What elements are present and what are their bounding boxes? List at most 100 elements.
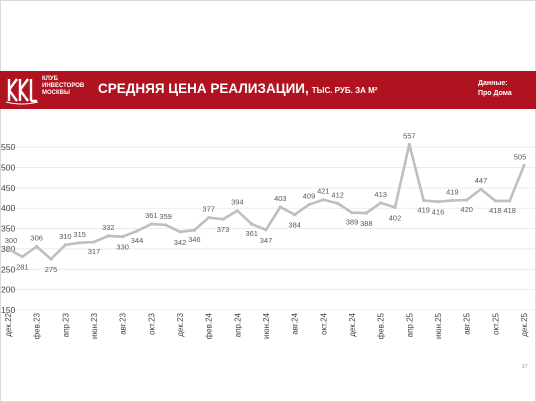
data-point-июн.23 <box>92 240 95 243</box>
logo-line-2: ИНВЕСТОРОВ <box>42 83 82 90</box>
data-point-фев.23 <box>35 245 38 248</box>
x-tick-label-окт.24: окт.24 <box>319 312 328 334</box>
data-label-фев.23: 306 <box>30 233 43 242</box>
data-point-июл.23 <box>107 234 110 237</box>
data-label-янв.23: 281 <box>16 263 29 272</box>
data-label-сен.23: 344 <box>131 236 144 245</box>
x-tick-label-дек.22: дек.22 <box>4 312 13 336</box>
data-label-ноя.25: 418 <box>503 206 516 215</box>
x-tick-label-окт.23: окт.23 <box>147 312 156 334</box>
data-label-авг.24: 384 <box>288 221 301 230</box>
data-label-ноя.23: 359 <box>159 212 172 221</box>
data-label-окт.25: 418 <box>489 206 502 215</box>
data-point-май.23 <box>78 241 81 244</box>
data-point-сен.25 <box>479 188 482 191</box>
data-label-июл.23: 332 <box>102 223 115 232</box>
x-tick-label-дек.25: дек.25 <box>520 312 529 336</box>
data-label-окт.23: 361 <box>145 211 158 220</box>
data-label-май.25: 419 <box>417 206 430 215</box>
logo-line-3: МОСКВЫ <box>42 90 82 97</box>
page-title: СРЕДНЯЯ ЦЕНА РЕАЛИЗАЦИИ, ТЫС. РУБ. ЗА М² <box>98 81 377 96</box>
data-point-дек.25 <box>522 164 525 167</box>
x-tick-label-июн.23: июн.23 <box>90 312 99 339</box>
page-title-unit: ТЫС. РУБ. ЗА М² <box>312 86 378 95</box>
price-line-chart: 150 200 250 300 350 400 450 500 550 дек.22 фев.23 а… <box>0 110 536 360</box>
data-point-дек.23 <box>178 230 181 233</box>
x-tick-label-авг.25: авг.25 <box>463 312 472 334</box>
data-point-май.24 <box>250 223 253 226</box>
data-point-янв.25 <box>365 212 368 215</box>
y-tick-label-500: 500 <box>1 163 15 173</box>
data-point-июл.24 <box>279 205 282 208</box>
data-label-апр.23: 310 <box>59 232 72 241</box>
data-point-июл.25 <box>451 199 454 202</box>
data-point-май.25 <box>422 199 425 202</box>
data-source: Данные: Про Дома <box>478 79 512 99</box>
data-source-name: Про Дома <box>478 89 512 99</box>
data-label-май.23: 315 <box>73 230 86 239</box>
data-point-фев.24 <box>207 216 210 219</box>
data-label-мар.23: 275 <box>45 265 58 274</box>
data-point-июн.25 <box>436 200 439 203</box>
data-label-июл.24: 403 <box>274 194 287 203</box>
x-tick-label-окт.25: окт.25 <box>491 312 500 334</box>
data-point-окт.25 <box>494 199 497 202</box>
data-label-фев.24: 377 <box>202 205 215 214</box>
page-title-main: СРЕДНЯЯ ЦЕНА РЕАЛИЗАЦИИ, <box>98 81 309 96</box>
x-tick-label-фев.23: фев.23 <box>33 312 42 339</box>
data-label-сен.25: 447 <box>475 176 488 185</box>
data-label-май.24: 361 <box>245 229 258 238</box>
data-point-окт.23 <box>150 223 153 226</box>
y-tick-label-250: 250 <box>1 264 15 274</box>
data-point-мар.23 <box>49 258 52 261</box>
data-label-янв.25: 388 <box>360 219 373 228</box>
data-point-мар.24 <box>221 218 224 221</box>
data-label-сен.24: 409 <box>303 192 316 201</box>
x-tick-label-авг.24: авг.24 <box>291 312 300 334</box>
data-label-апр.24: 394 <box>231 198 244 207</box>
data-label-июн.23: 317 <box>88 247 101 256</box>
data-label-мар.25: 402 <box>389 213 402 222</box>
x-tick-label-фев.24: фев.24 <box>205 312 214 339</box>
data-label-дек.22: 300 <box>5 236 18 245</box>
data-label-июл.25: 419 <box>446 188 459 197</box>
x-tick-label-фев.25: фев.25 <box>377 312 386 339</box>
data-point-авг.24 <box>293 213 296 216</box>
data-label-окт.24: 421 <box>317 187 330 196</box>
data-point-дек.24 <box>350 211 353 214</box>
data-point-янв.23 <box>21 255 24 258</box>
data-point-сен.24 <box>307 203 310 206</box>
data-label-июн.24: 347 <box>260 236 273 245</box>
data-point-фев.25 <box>379 201 382 204</box>
logo-line-1: КЛУБ <box>42 76 82 83</box>
data-source-label: Данные: <box>478 79 512 89</box>
data-label-апр.25: 557 <box>403 131 416 140</box>
data-point-окт.24 <box>322 198 325 201</box>
page-number: 17 <box>522 364 528 370</box>
data-point-ноя.25 <box>508 199 511 202</box>
data-point-янв.24 <box>193 229 196 232</box>
x-tick-label-дек.23: дек.23 <box>176 312 185 336</box>
data-point-ноя.23 <box>164 223 167 226</box>
x-tick-label-апр.25: апр.25 <box>405 312 414 337</box>
data-label-мар.24: 373 <box>217 225 230 234</box>
data-point-апр.25 <box>408 143 411 146</box>
data-label-июн.25: 416 <box>432 208 445 217</box>
club-logo-icon <box>4 75 40 105</box>
data-point-мар.25 <box>393 206 396 209</box>
data-label-дек.23: 342 <box>174 238 187 247</box>
x-tick-label-дек.24: дек.24 <box>348 312 357 336</box>
y-tick-label-550: 550 <box>1 142 15 152</box>
data-point-апр.24 <box>236 209 239 212</box>
x-tick-label-июн.25: июн.25 <box>434 312 443 339</box>
y-tick-label-450: 450 <box>1 183 15 193</box>
data-label-ноя.24: 412 <box>331 190 344 199</box>
data-point-ноя.24 <box>336 202 339 205</box>
data-label-дек.24: 389 <box>346 218 359 227</box>
y-tick-label-400: 400 <box>1 203 15 213</box>
x-tick-label-апр.23: апр.23 <box>61 312 70 337</box>
y-tick-label-200: 200 <box>1 285 15 295</box>
data-point-июн.24 <box>264 228 267 231</box>
x-tick-label-июн.24: июн.24 <box>262 312 271 339</box>
